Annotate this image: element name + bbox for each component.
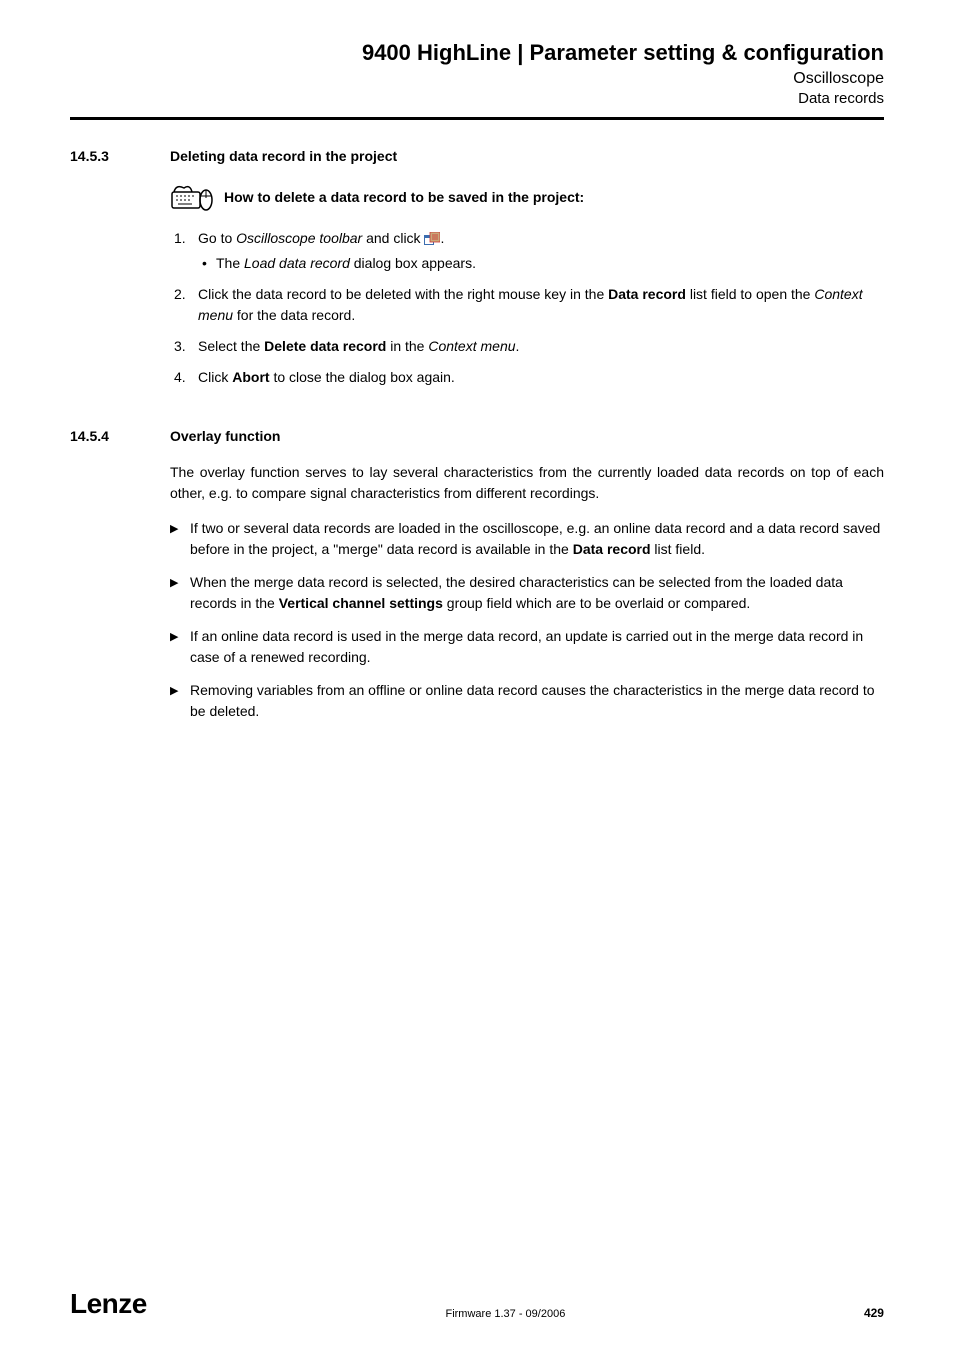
page-footer: Lenze Firmware 1.37 - 09/2006 429 xyxy=(70,1288,884,1320)
header-divider xyxy=(70,117,884,120)
step-3-mid: in the xyxy=(386,338,428,354)
step-1-text-pre: Go to xyxy=(198,230,236,246)
keyboard-mouse-icon xyxy=(170,182,214,212)
step-number: 2. xyxy=(174,284,186,305)
step-2-mid: list field to open the xyxy=(686,286,814,302)
step-2-post: for the data record. xyxy=(233,307,355,323)
header-subtitle-2: Data records xyxy=(70,90,884,107)
step-number: 3. xyxy=(174,336,186,357)
step-1-sub-post: dialog box appears. xyxy=(350,255,476,271)
step-number: 1. xyxy=(174,228,186,249)
step-4-post: to close the dialog box again. xyxy=(270,369,455,385)
step-1: 1. Go to Oscilloscope toolbar and click … xyxy=(198,228,884,274)
step-2-bold: Data record xyxy=(608,286,686,302)
overlay-bullet-3: If an online data record is used in the … xyxy=(190,626,884,668)
page-number: 429 xyxy=(864,1306,884,1320)
step-3-post: . xyxy=(516,338,520,354)
b1-post: list field. xyxy=(651,541,705,557)
step-4: 4. Click Abort to close the dialog box a… xyxy=(198,367,884,388)
overlay-bullet-2: When the merge data record is selected, … xyxy=(190,572,884,614)
numbered-steps: 1. Go to Oscilloscope toolbar and click … xyxy=(170,228,884,388)
overlay-bullet-list: If two or several data records are loade… xyxy=(170,518,884,722)
product-title: 9400 HighLine | Parameter setting & conf… xyxy=(70,40,884,66)
header-subtitle-1: Oscilloscope xyxy=(70,70,884,88)
overlay-bullet-1: If two or several data records are loade… xyxy=(190,518,884,560)
firmware-version: Firmware 1.37 - 09/2006 xyxy=(445,1308,565,1320)
section-title-1: Deleting data record in the project xyxy=(170,148,397,164)
b2-post: group field which are to be overlaid or … xyxy=(443,595,750,611)
step-4-bold: Abort xyxy=(232,369,269,385)
howto-heading: How to delete a data record to be saved … xyxy=(224,189,584,205)
section-number-2: 14.5.4 xyxy=(70,428,170,444)
step-4-pre: Click xyxy=(198,369,232,385)
load-record-icon xyxy=(424,232,440,246)
section-title-2: Overlay function xyxy=(170,428,280,444)
step-1-dot: . xyxy=(440,230,444,246)
section-1-content: How to delete a data record to be saved … xyxy=(170,182,884,388)
step-2: 2. Click the data record to be deleted w… xyxy=(198,284,884,326)
section-2-content: The overlay function serves to lay sever… xyxy=(170,462,884,722)
step-1-text-post: and click xyxy=(362,230,424,246)
step-1-sublist: The Load data record dialog box appears. xyxy=(198,253,884,274)
section-heading-1: 14.5.3 Deleting data record in the proje… xyxy=(70,148,884,164)
step-3: 3. Select the Delete data record in the … xyxy=(198,336,884,357)
b1-pre: If two or several data records are loade… xyxy=(190,520,880,557)
lenze-logo: Lenze xyxy=(70,1288,147,1320)
b1-bold: Data record xyxy=(573,541,651,557)
step-3-italic: Context menu xyxy=(428,338,515,354)
page-header: 9400 HighLine | Parameter setting & conf… xyxy=(70,40,884,107)
step-1-sub: The Load data record dialog box appears. xyxy=(216,253,884,274)
section-heading-2: 14.5.4 Overlay function xyxy=(70,428,884,444)
overlay-bullet-4: Removing variables from an offline or on… xyxy=(190,680,884,722)
b2-bold: Vertical channel settings xyxy=(279,595,443,611)
step-1-sub-pre: The xyxy=(216,255,244,271)
step-2-pre: Click the data record to be deleted with… xyxy=(198,286,608,302)
section-number-1: 14.5.3 xyxy=(70,148,170,164)
step-1-italic: Oscilloscope toolbar xyxy=(236,230,362,246)
overlay-intro-para: The overlay function serves to lay sever… xyxy=(170,462,884,504)
step-3-bold: Delete data record xyxy=(264,338,386,354)
step-1-sub-italic: Load data record xyxy=(244,255,350,271)
step-number: 4. xyxy=(174,367,186,388)
howto-row: How to delete a data record to be saved … xyxy=(170,182,884,212)
step-3-pre: Select the xyxy=(198,338,264,354)
